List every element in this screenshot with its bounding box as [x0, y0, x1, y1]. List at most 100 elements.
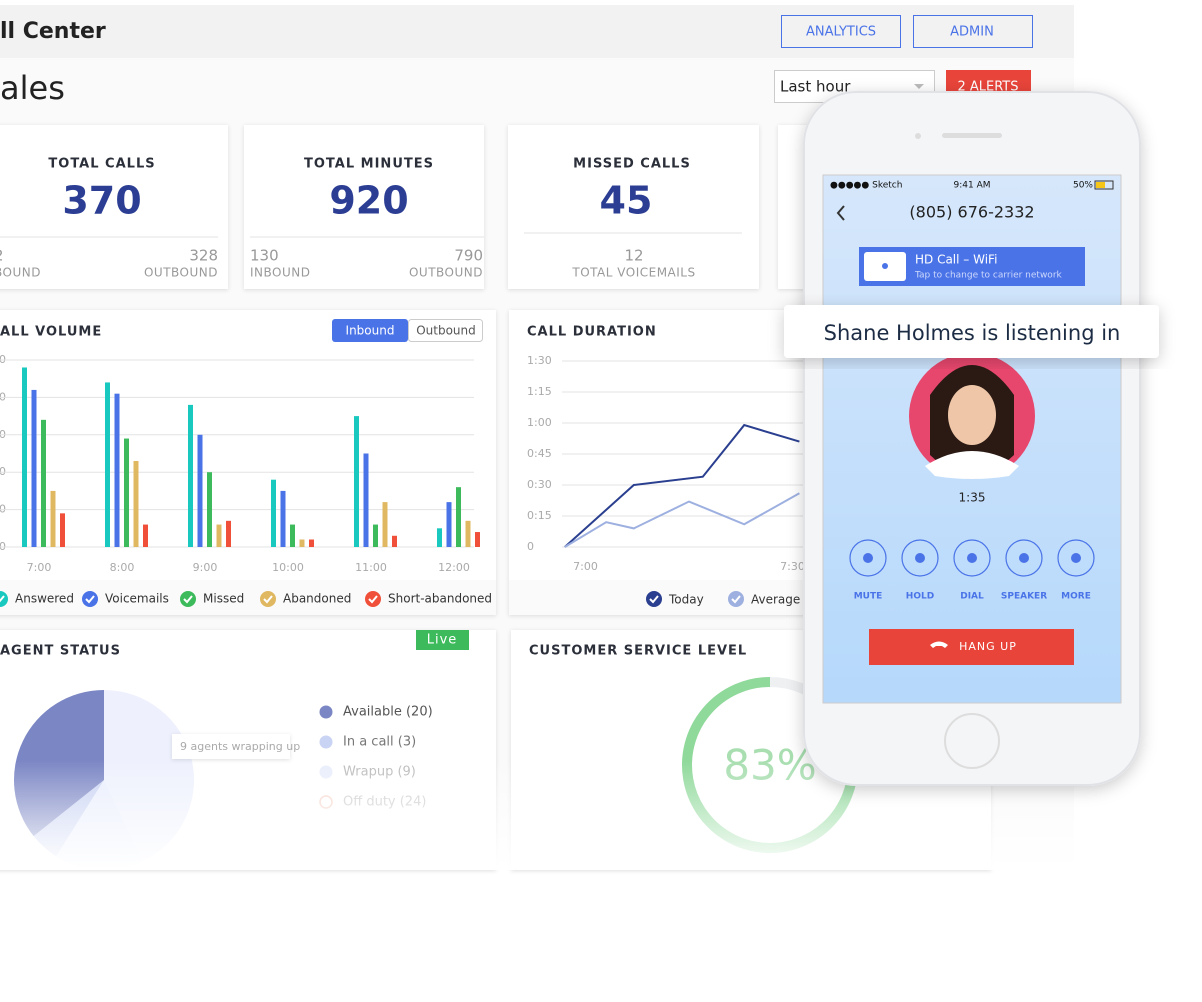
tooltip-text: 9 agents wrapping up [180, 740, 300, 753]
legend-label: Missed [203, 592, 244, 606]
bar [143, 524, 148, 547]
time-select-label[interactable]: Last hour [780, 78, 851, 96]
call-button-icon [967, 553, 977, 563]
bar [290, 524, 295, 547]
outbound-toggle[interactable] [408, 319, 483, 342]
bar [216, 524, 222, 547]
x-tick-label: 7:00 [27, 561, 52, 574]
service-title: CUSTOMER SERVICE LEVEL [529, 644, 747, 659]
bar [437, 528, 442, 547]
stat-sub-value: 2 [0, 247, 4, 265]
legend-swatch [728, 591, 744, 607]
legend-check [368, 595, 378, 604]
bar [271, 479, 276, 547]
battery-icon [1094, 180, 1114, 190]
analytics-button[interactable] [781, 15, 901, 48]
admin-button[interactable] [913, 15, 1033, 48]
bar [226, 520, 231, 547]
y-tick-label: 1:00 [527, 416, 552, 429]
bar [456, 487, 461, 547]
bar [133, 460, 139, 547]
y-tick-label: 1:30 [527, 354, 552, 367]
stat-card [0, 125, 228, 289]
admin-label[interactable]: ADMIN [950, 25, 994, 40]
legend-swatch [319, 705, 333, 719]
y-tick-label: 0:30 [527, 478, 552, 491]
bar [465, 520, 471, 547]
call-button[interactable] [901, 539, 939, 577]
stat-sub-value: 12 [624, 247, 643, 265]
call-button-icon [915, 553, 925, 563]
bar [446, 502, 452, 547]
y-tick-label: 0:15 [527, 509, 552, 522]
legend-label: Answered [15, 592, 74, 606]
legend-label: Available (20) [343, 705, 433, 720]
hang-up-label[interactable]: HANG UP [959, 640, 1017, 653]
bar [280, 490, 286, 547]
call-button[interactable] [849, 539, 887, 577]
call-button-label: HOLD [906, 592, 934, 602]
stat-sub-value: 130 [250, 247, 279, 265]
duration-title: CALL DURATION [527, 325, 657, 340]
legend-swatch [180, 591, 196, 607]
analytics-label[interactable]: ANALYTICS [806, 25, 876, 40]
x-tick-label: 7:30 [780, 560, 805, 573]
legend-swatch [646, 591, 662, 607]
bar [382, 502, 388, 547]
bar [22, 367, 27, 547]
legend-label: In a call (3) [343, 735, 416, 750]
call-button[interactable] [953, 539, 991, 577]
banner-title: HD Call – WiFi [915, 253, 997, 267]
legend-label: Abandoned [283, 592, 351, 606]
stat-value: 45 [600, 179, 653, 223]
live-label: Live [427, 633, 458, 648]
tooltip [172, 734, 290, 759]
call-timer: 1:35 [959, 491, 986, 505]
bar [475, 532, 480, 547]
phone: ●●●●● Sketch 9:41 AM 50% (805) 676-2332 … [803, 91, 1141, 786]
call-button-label: SPEAKER [1001, 592, 1047, 602]
stat-sub-value: 790 [454, 247, 483, 265]
legend-swatch [365, 591, 381, 607]
hang-up-button[interactable] [869, 629, 1074, 665]
stat-sub-label: TOTAL VOICEMAILS [571, 266, 695, 280]
stat-label: TOTAL CALLS [48, 157, 155, 172]
y-tick-label: 0:45 [527, 447, 552, 460]
legend-label: Short-abandoned [388, 592, 492, 606]
stat-sub-label: INBOUND [250, 266, 310, 280]
call-button[interactable] [1005, 539, 1043, 577]
bar [354, 416, 359, 547]
call-button-label: DIAL [960, 592, 984, 602]
legend-check [263, 595, 273, 604]
legend-check [649, 595, 659, 604]
call-button[interactable] [1057, 539, 1095, 577]
y-tick-label: 10 [0, 503, 6, 516]
bar [197, 434, 203, 547]
stat-value: 370 [62, 179, 141, 223]
x-tick-label: 11:00 [355, 561, 387, 574]
stat-sub-label: OUTBOUND [409, 266, 483, 280]
select-arrow [914, 84, 924, 89]
call-button-label: MORE [1061, 592, 1091, 602]
stat-value: 920 [329, 179, 408, 223]
stat-sub-value: 328 [189, 247, 218, 265]
legend-swatch [82, 591, 98, 607]
legend-strip [509, 580, 829, 615]
inbound-label[interactable]: Inbound [346, 324, 395, 338]
back-icon[interactable] [836, 205, 845, 221]
legend-check [731, 595, 741, 604]
status-carrier: ●●●●● Sketch [830, 181, 902, 191]
stat-label: MISSED CALLS [573, 157, 691, 172]
outbound-label[interactable]: Outbound [416, 324, 476, 338]
avatar-face [948, 385, 996, 445]
x-tick-label: 8:00 [110, 561, 135, 574]
alerts-label[interactable]: 2 ALERTS [957, 80, 1018, 95]
toast [784, 305, 1159, 358]
inbound-toggle[interactable] [332, 319, 408, 342]
x-tick-label: 9:00 [193, 561, 218, 574]
bar [363, 453, 369, 547]
bar [373, 524, 378, 547]
home-button[interactable] [944, 713, 1000, 769]
call-button-icon [863, 553, 873, 563]
